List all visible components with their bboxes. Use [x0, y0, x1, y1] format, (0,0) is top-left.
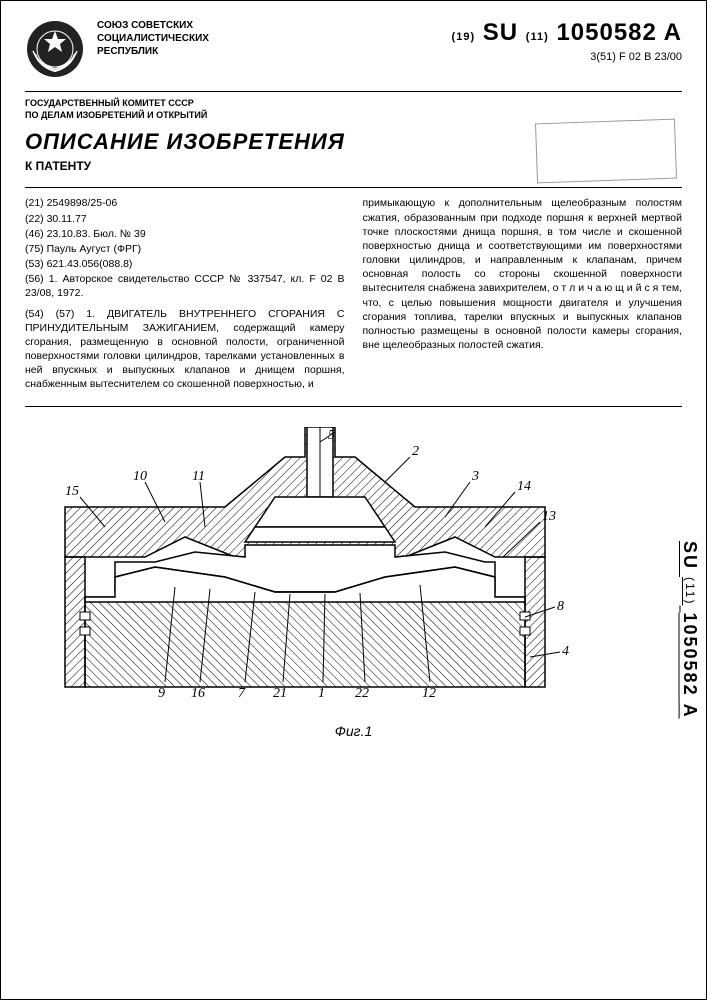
svg-text:9: 9 [158, 686, 165, 701]
svg-text:1: 1 [318, 686, 325, 701]
svg-text:3: 3 [471, 469, 479, 484]
svg-text:12: 12 [422, 686, 436, 701]
ussr-emblem [25, 19, 85, 79]
figure-caption: Фиг.1 [25, 723, 682, 739]
left-column: (21) 2549898/25-06 (22) 30.11.77 (46) 23… [25, 196, 345, 391]
svg-text:8: 8 [557, 599, 564, 614]
side-doc-label: SU (11) 1050582 A [679, 541, 700, 719]
svg-text:15: 15 [65, 484, 79, 499]
doc-number: (19) SU (11) 1050582 A [452, 19, 682, 47]
svg-text:4: 4 [562, 644, 569, 659]
abstract-right: примыкающую к дополнительным щелеобразны… [363, 196, 683, 352]
svg-text:5: 5 [328, 428, 335, 443]
union-line2: СОЦИАЛИСТИЧЕСКИХ [97, 32, 227, 45]
svg-text:11: 11 [192, 469, 205, 484]
bib-56: (56) 1. Авторское свидетельство СССР № 3… [25, 272, 345, 300]
content-columns: (21) 2549898/25-06 (22) 30.11.77 (46) 23… [25, 196, 682, 391]
divider [25, 187, 682, 188]
svg-text:21: 21 [273, 686, 287, 701]
bib-21: (21) 2549898/25-06 [25, 196, 345, 210]
classification: 3(51) F 02 B 23/00 [452, 51, 682, 63]
doc-number-block: (19) SU (11) 1050582 A 3(51) F 02 B 23/0… [452, 19, 682, 63]
bib-75: (75) Пауль Аугуст (ФРГ) [25, 242, 345, 256]
svg-text:10: 10 [133, 469, 147, 484]
right-column: примыкающую к дополнительным щелеобразны… [363, 196, 683, 391]
svg-text:7: 7 [238, 686, 246, 701]
bib-53: (53) 621.43.056(088.8) [25, 257, 345, 271]
figure-drawing: 5 2 3 14 13 8 4 15 10 11 9 16 7 21 1 22 … [25, 427, 585, 717]
svg-text:16: 16 [191, 686, 205, 701]
union-line1: СОЮЗ СОВЕТСКИХ [97, 19, 227, 32]
committee-text: ГОСУДАРСТВЕННЫЙ КОМИТЕТ СССР ПО ДЕЛАМ ИЗ… [25, 98, 235, 121]
divider-2 [25, 406, 682, 407]
svg-text:22: 22 [355, 686, 369, 701]
figure-container: 5 2 3 14 13 8 4 15 10 11 9 16 7 21 1 22 … [25, 427, 682, 739]
bib-46: (46) 23.10.83. Бюл. № 39 [25, 227, 345, 241]
union-text: СОЮЗ СОВЕТСКИХ СОЦИАЛИСТИЧЕСКИХ РЕСПУБЛИ… [97, 19, 227, 58]
svg-text:14: 14 [517, 479, 531, 494]
svg-text:2: 2 [412, 444, 419, 459]
stamp-box [535, 119, 677, 184]
committee-row: ГОСУДАРСТВЕННЫЙ КОМИТЕТ СССР ПО ДЕЛАМ ИЗ… [25, 91, 682, 121]
bib-22: (22) 30.11.77 [25, 212, 345, 226]
union-line3: РЕСПУБЛИК [97, 45, 227, 58]
header-row: СОЮЗ СОВЕТСКИХ СОЦИАЛИСТИЧЕСКИХ РЕСПУБЛИ… [25, 19, 682, 79]
abstract-left: (54) (57) 1. ДВИГАТЕЛЬ ВНУТРЕННЕГО СГОРА… [25, 307, 345, 392]
svg-text:13: 13 [542, 509, 556, 524]
